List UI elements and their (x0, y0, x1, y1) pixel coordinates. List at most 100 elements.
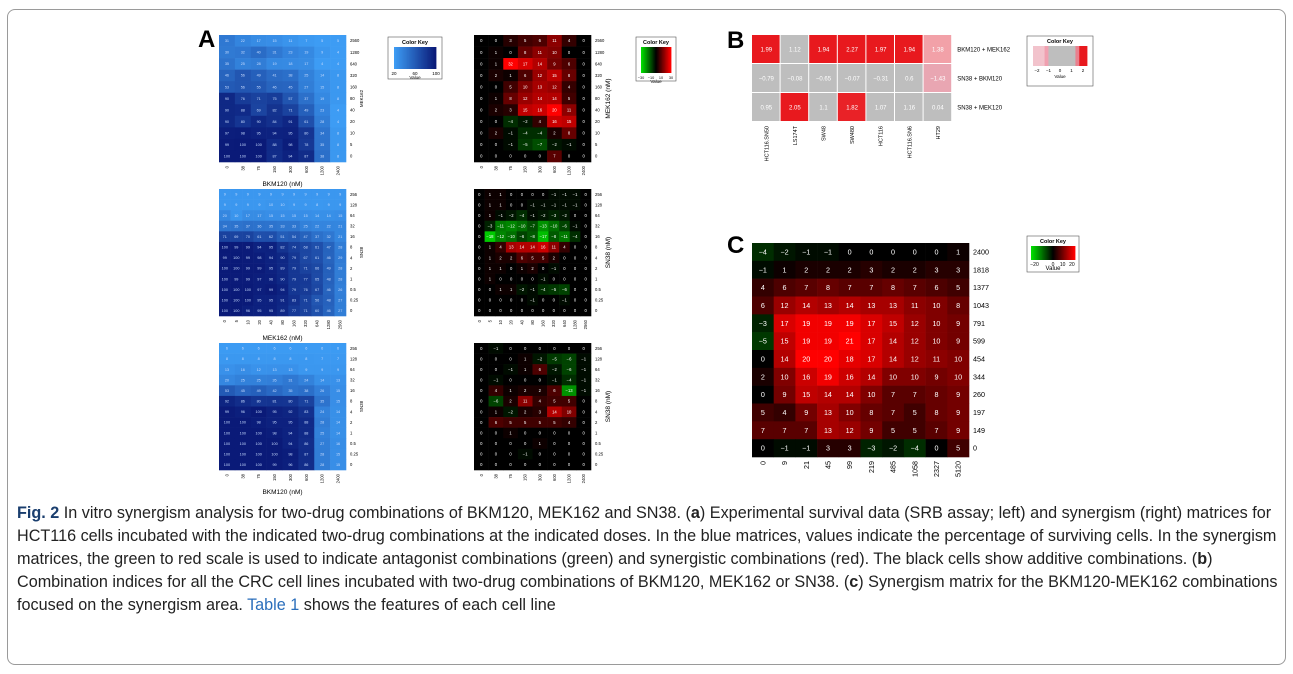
synergy-matrix-2-cell (484, 199, 496, 211)
synergy-matrix-2-cell (537, 241, 549, 253)
survival-matrix-1-cell (282, 150, 299, 163)
survival-matrix-1-cell (266, 92, 283, 105)
panel-label-a: A (198, 26, 216, 53)
synergy-matrix-3-cell (503, 374, 519, 386)
synergy-matrix-2-row-label: 0 (595, 308, 598, 313)
synergy-matrix-1-cell (547, 35, 563, 47)
synergy-matrix-2-cell (548, 294, 560, 306)
synergy-matrix-3-row-label: 0.5 (595, 441, 601, 446)
survival-matrix-3-row-label: 32 (350, 378, 355, 383)
panel-a-synergy-color-key-swatch (662, 47, 664, 73)
survival-matrix-2-cell-value: 100 (233, 298, 239, 302)
panel-c-synergy-matrix-cell-value: 19 (824, 319, 832, 328)
panel-label-c: C (727, 232, 745, 259)
ci-cell (866, 93, 894, 121)
synergy-matrix-3-cell (576, 364, 592, 376)
panel-c-synergy-matrix-cell-value: 17 (867, 319, 875, 328)
survival-matrix-2-cell-value: 33 (292, 224, 296, 228)
panel-c-synergy-matrix-cell-value: 6 (761, 301, 765, 310)
synergy-matrix-2-cell-value: 5 (531, 255, 534, 260)
panel-c-synergy-matrix-cell (903, 296, 926, 315)
synergy-matrix-1-cell-value: 8 (568, 131, 571, 136)
panel-c-synergy-matrix-row-label: 344 (973, 372, 985, 381)
panel-c-synergy-matrix-cell-value: 17 (781, 319, 789, 328)
panel-c-synergy-matrix-cell (773, 243, 796, 262)
panel-c-synergy-matrix-cell-value: 0 (869, 247, 873, 256)
synergy-matrix-1-cell (474, 150, 489, 163)
synergy-matrix-2-cell (495, 294, 507, 306)
survival-matrix-3-cell-value: 24 (320, 410, 324, 414)
survival-matrix-3-cell-value: 100 (240, 421, 246, 425)
synergy-matrix-2-cell-value: 0 (521, 308, 524, 313)
panel-c-synergy-matrix-cell-value: −4 (911, 444, 919, 453)
synergy-matrix-1-cell-value: 7 (553, 154, 556, 159)
survival-matrix-2-cell (311, 231, 324, 243)
survival-matrix-3-y-axis-label: SN38 (359, 400, 364, 412)
survival-matrix-2-cell (253, 273, 266, 285)
survival-matrix-2-cell (242, 210, 254, 222)
synergy-matrix-2-cell (484, 284, 496, 296)
synergy-matrix-1-cell (503, 138, 519, 151)
synergy-matrix-1-cell-value: 0 (583, 131, 586, 136)
synergy-matrix-1-cell (474, 127, 489, 140)
synergy-matrix-1-cell (532, 104, 548, 117)
synergy-matrix-1-cell (576, 138, 592, 151)
survival-matrix-2-cell-value: 9 (293, 203, 295, 207)
synergy-matrix-3-cell (474, 374, 489, 386)
survival-matrix-2-cell (299, 252, 312, 264)
survival-matrix-1-cell (298, 35, 315, 47)
survival-matrix-2-cell (253, 199, 266, 211)
panel-c-synergy-matrix-cell (947, 260, 970, 279)
synergy-matrix-1-cell (503, 58, 519, 70)
synergy-matrix-3-cell-value: −13 (566, 388, 574, 393)
survival-matrix-1-cell-value: 100 (224, 155, 230, 159)
synergy-matrix-1-cell-value: −1 (508, 142, 513, 147)
synergy-matrix-1-cell (532, 69, 548, 82)
synergy-matrix-1-cell (474, 58, 489, 70)
synergy-matrix-1-cell-value: 16 (537, 108, 542, 113)
synergy-matrix-2-cell-value: 6 (521, 255, 524, 260)
survival-matrix-3-cell (298, 343, 315, 354)
synergy-matrix-1-cell (503, 69, 519, 82)
synergy-matrix-1-cell-value: 4 (539, 119, 542, 124)
panel-c-synergy-matrix-col-label: 9 (780, 461, 789, 465)
survival-matrix-1-cell-value: 98 (288, 143, 292, 147)
synergy-matrix-2-cell (527, 284, 539, 296)
synergy-matrix-3-cell-value: 0 (480, 367, 483, 372)
synergy-matrix-2-cell (537, 305, 549, 317)
panel-a-blue-color-key-swatch (401, 47, 403, 69)
synergy-matrix-2-col-label: 5 (487, 319, 492, 322)
panel-b-color-key-tick: 0 (1059, 68, 1062, 73)
survival-matrix-3-cell (314, 438, 331, 450)
synergy-matrix-2-cell-value: 0 (574, 255, 577, 260)
survival-matrix-1-cell (266, 115, 283, 128)
panel-c-synergy-matrix-cell-value: 7 (913, 390, 917, 399)
synergy-matrix-3-cell-value: 0 (583, 430, 586, 435)
synergy-matrix-3-cell (561, 374, 577, 386)
survival-matrix-2-cell (288, 294, 301, 306)
panel-c-color-key-swatch (1073, 246, 1076, 260)
synergy-matrix-2-cell-value: −18 (486, 234, 494, 239)
synergy-matrix-2-row-label: 4 (595, 255, 598, 260)
survival-matrix-3-col-label: 600 (304, 473, 309, 481)
survival-matrix-1-cell (219, 69, 236, 82)
caption-panel-b: b (1197, 550, 1208, 568)
survival-matrix-2-cell (299, 294, 312, 306)
survival-matrix-1-cell (330, 35, 347, 47)
survival-matrix-3-cell (298, 438, 315, 450)
survival-matrix-1-cell-value: 4 (337, 108, 339, 112)
survival-matrix-3-cell-value: 98 (288, 452, 292, 456)
synergy-matrix-1-cell-value: 0 (495, 119, 498, 124)
survival-matrix-3-row-label: 4 (350, 409, 353, 414)
survival-matrix-3-cell-value: 80 (257, 400, 261, 404)
table-1-link[interactable]: Table 1 (247, 596, 300, 614)
survival-matrix-1-cell-value: 61 (304, 120, 308, 124)
panel-c-synergy-matrix-cell-value: 4 (761, 283, 765, 292)
panel-c-synergy-matrix-col-label: 21 (802, 461, 811, 469)
synergy-matrix-2-cell-value: 0 (510, 266, 513, 271)
synergy-matrix-2-cell (495, 284, 507, 296)
survival-matrix-3-cell (266, 427, 283, 439)
survival-matrix-3-row-label: 0.25 (350, 452, 359, 457)
figure-caption: Fig. 2 In vitro synergism analysis for t… (17, 502, 1279, 617)
survival-matrix-3-cell (234, 406, 252, 418)
